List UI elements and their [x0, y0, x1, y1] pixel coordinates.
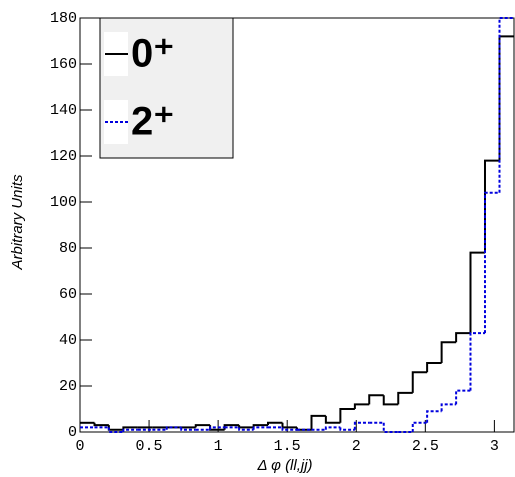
histogram-bin: [353, 421, 370, 430]
y-tick-label: 60: [59, 286, 77, 303]
histogram-bin: [180, 427, 196, 431]
legend-label: 0⁺: [131, 32, 174, 76]
histogram-bin: [455, 332, 471, 343]
histogram-bin: [483, 191, 500, 334]
histogram-bin: [122, 426, 138, 430]
histogram-bin: [324, 415, 341, 424]
y-tick-label: 180: [50, 10, 77, 27]
histogram-bin: [324, 426, 341, 430]
y-tick-label: 40: [59, 332, 77, 349]
histogram-bin: [209, 426, 225, 430]
histogram-bin: [426, 410, 442, 423]
histogram-bin: [238, 425, 254, 429]
histogram-series: [80, 17, 514, 433]
histogram-bin: [310, 414, 326, 430]
histogram-bin: [469, 332, 485, 391]
x-tick-label: 1: [214, 438, 223, 455]
x-tick-label: 2: [352, 438, 361, 455]
histogram-bin: [411, 371, 428, 393]
y-tick-label: 80: [59, 240, 77, 257]
histogram-bin: [498, 35, 514, 161]
histogram-bin: [382, 422, 399, 433]
histogram-bin: [498, 17, 514, 193]
x-tick-label: 1.5: [274, 438, 301, 455]
y-tick-label: 0: [68, 424, 77, 441]
histogram-bin: [165, 426, 182, 430]
x-tick-label: 2.5: [412, 438, 439, 455]
plot-frame: [79, 17, 515, 433]
histogram-bin: [455, 389, 471, 405]
histogram-bin: [281, 427, 297, 431]
x-tick-label: 3: [490, 438, 499, 455]
histogram-bin: [209, 425, 225, 431]
histogram-bin: [382, 395, 399, 406]
histogram-bin: [440, 403, 457, 412]
y-tick-label: 120: [50, 148, 77, 165]
y-tick-label: 160: [50, 56, 77, 73]
histogram-bin: [194, 424, 211, 428]
histogram-bin: [368, 394, 384, 405]
histogram-bin: [339, 408, 355, 423]
y-tick-label: 100: [50, 194, 77, 211]
histogram-bin: [107, 425, 124, 431]
histogram-bin: [440, 341, 457, 363]
x-axis-title: Δ φ (ll,jj): [256, 457, 312, 474]
histogram-bin: [353, 403, 370, 409]
histogram-bin: [238, 427, 254, 431]
histogram-bin: [122, 428, 138, 432]
histogram-bin: [266, 421, 283, 426]
histogram-bin: [93, 422, 109, 427]
y-tick-label: 140: [50, 102, 77, 119]
histogram-bin: [483, 159, 500, 253]
x-tick-label: 0.5: [136, 438, 163, 455]
x-tick-label: 0: [75, 438, 84, 455]
histogram-bin: [397, 391, 413, 405]
legend-label: 2⁺: [131, 100, 174, 144]
histogram-bin: [469, 251, 485, 334]
y-axis-title: Arbitrary Units: [9, 174, 26, 271]
histogram-bin: [281, 422, 297, 429]
histogram-bin: [339, 427, 355, 431]
y-tick-label: 20: [59, 378, 77, 395]
histogram-bin: [107, 427, 124, 433]
histogram-bin: [252, 424, 268, 428]
histogram-bin: [252, 426, 268, 430]
histogram-bin: [426, 362, 442, 373]
